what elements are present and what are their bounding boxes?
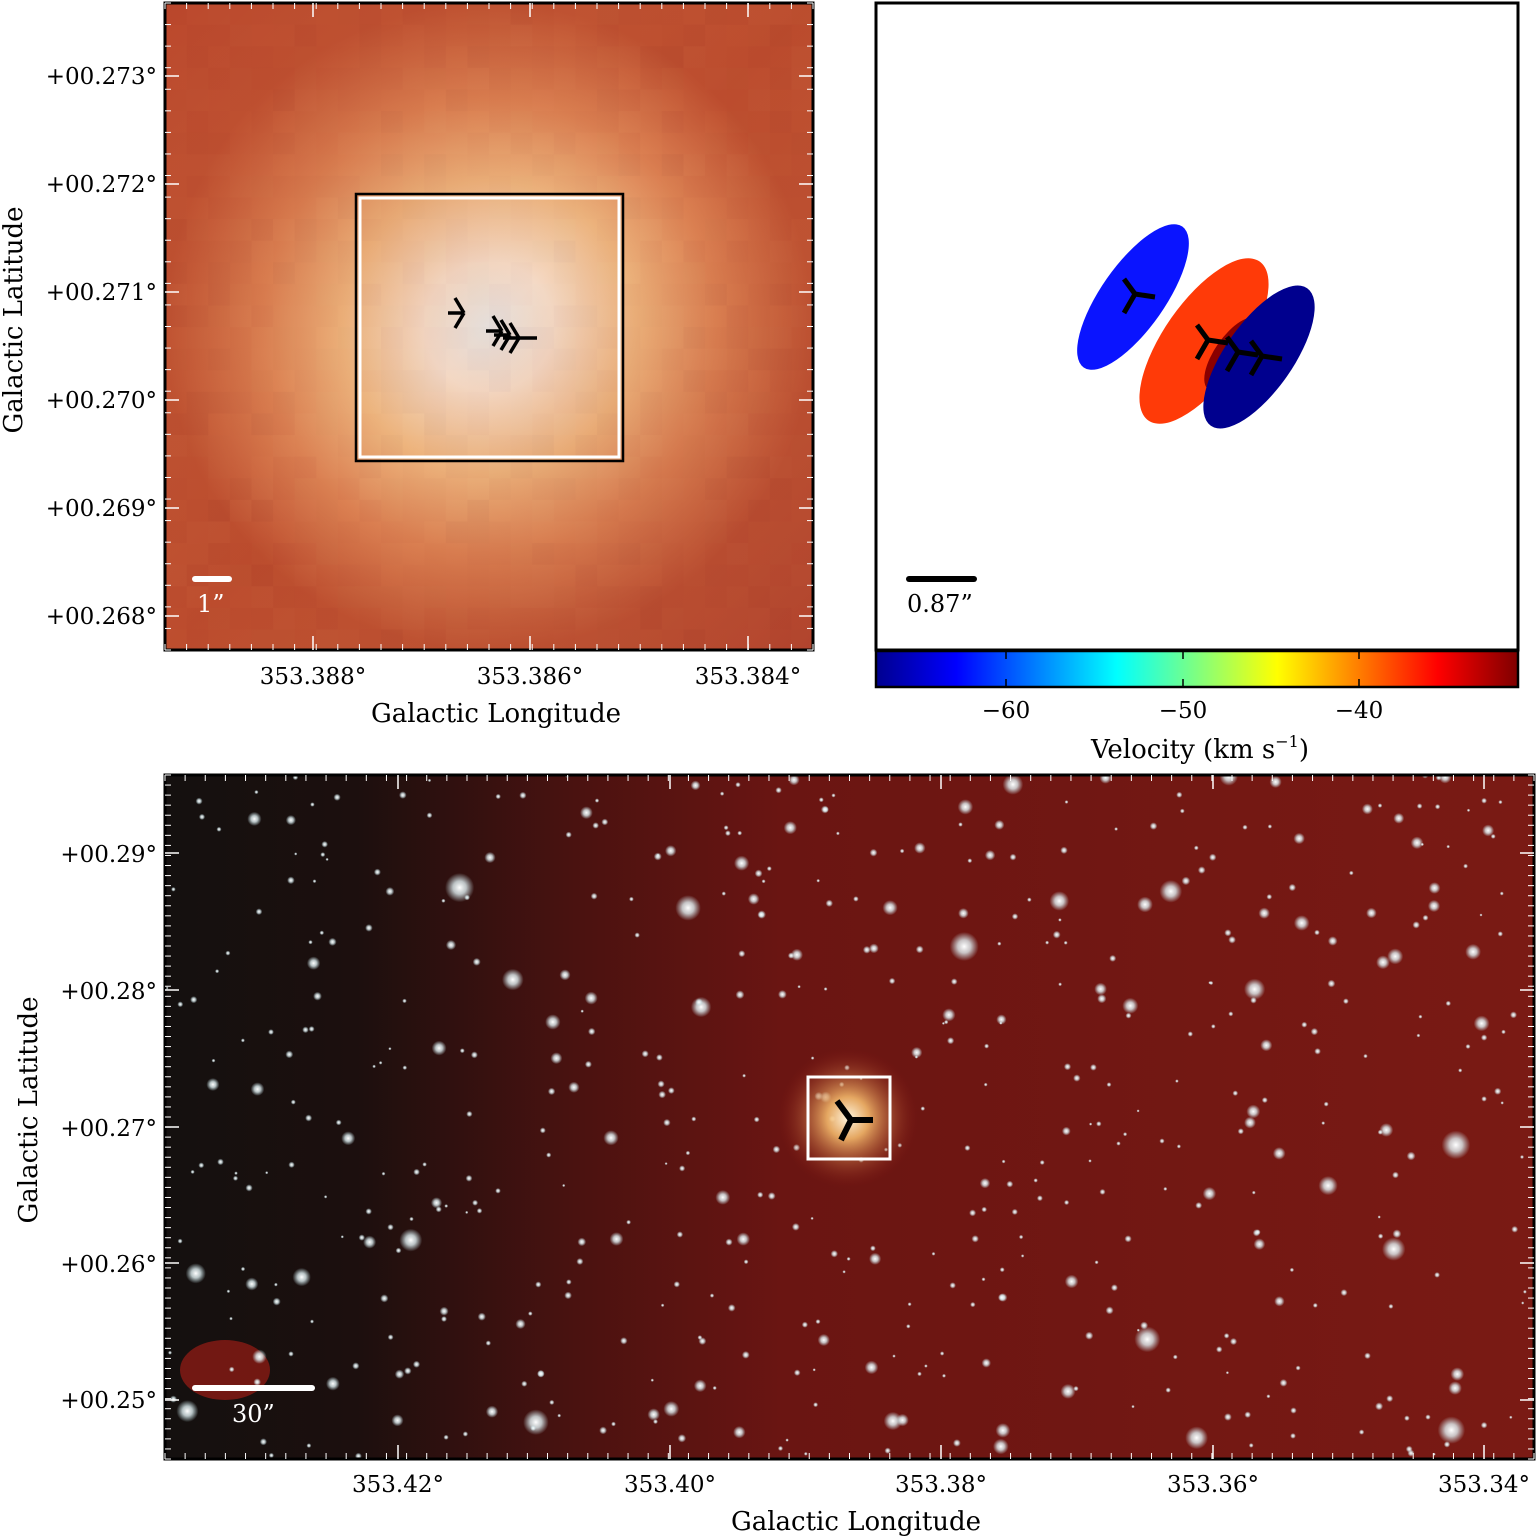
velocity-colorbar [874,649,1520,689]
colorbar-label-close: ) [1299,735,1309,765]
colorbar-label-main: Velocity (km s [1090,735,1275,765]
top-left-xlabel: Galactic Longitude [371,699,621,729]
xtick-label: 353.384° [695,664,802,690]
xtick-label: 353.36° [1167,1472,1259,1498]
ytick-label: +00.268° [46,604,157,630]
bottom-ylabel: Galactic Latitude [14,997,44,1224]
bottom-ticks [164,774,1535,1460]
top-left-ytick-labels: +00.273° +00.272° +00.271° +00.270° +00.… [46,64,157,630]
xtick-label: 353.42° [352,1472,444,1498]
top-left-ylabel: Galactic Latitude [0,207,29,434]
maser-marker-icon [1224,335,1259,373]
ytick-label: +00.273° [46,64,157,90]
aperture-box-inner [358,196,621,459]
ytick-label: +00.29° [60,842,157,868]
zoom-box [806,1075,892,1161]
aperture-box [354,192,625,463]
colorbar-tick-label: −40 [1335,698,1384,724]
bottom-xlabel: Galactic Longitude [731,1507,981,1537]
colorbar-label-sup: −1 [1275,732,1299,751]
xtick-label: 353.40° [624,1472,716,1498]
top-left-image [165,3,813,650]
xtick-label: 353.388° [260,664,367,690]
scale-bar-label: 0.87” [907,590,973,618]
scale-bar-30arcsec [192,1385,315,1391]
bottom-ytick-labels: +00.29° +00.28° +00.27° +00.26° +00.25° [60,842,157,1414]
ytick-label: +00.272° [46,172,157,198]
maser-marker-icon [503,322,521,354]
maser-markers [448,297,537,354]
panel-top-left: 1” +00.273° +00.272° +00.271° +00.270° +… [0,1,815,729]
panel-top-right: 0.87” −60 −50 −40 Velocity (km s−1) [874,1,1520,765]
ytick-label: +00.271° [46,280,157,306]
xtick-label: 353.38° [895,1472,987,1498]
ytick-label: +00.28° [60,979,157,1005]
maser-marker-icon [448,297,466,329]
maser-marker-icon [834,1099,873,1142]
scale-bar-087arcsec [906,576,977,582]
top-left-xtick-labels: 353.388° 353.386° 353.384° [260,664,802,690]
maser-spot-ellipse [1139,258,1269,424]
scale-bar-label: 30” [232,1400,275,1428]
maser-marker-icon [1248,339,1283,377]
top-left-ticks [164,2,814,651]
ytick-label: +00.270° [46,388,157,414]
maser-marker-icon [1194,323,1229,361]
colorbar-tick-label: −50 [1159,698,1208,724]
ytick-label: +00.26° [60,1252,157,1278]
ytick-label: +00.269° [46,496,157,522]
velocity-markers [1121,277,1283,377]
ytick-label: +00.27° [60,1116,157,1142]
scale-bar-label: 1” [197,590,225,618]
ytick-label: +00.25° [60,1388,157,1414]
colorbar-tick-label: −60 [982,698,1031,724]
scale-bar-1arcsec [192,576,232,582]
colorbar-label: Velocity (km s−1) [1090,732,1309,765]
panel-bottom: 30” +00.29° +00.28° +00.27° +00.26° +00.… [14,773,1536,1537]
bottom-xtick-labels: 353.42° 353.40° 353.38° 353.36° 353.34° [352,1472,1530,1498]
xtick-label: 353.386° [477,664,584,690]
colorbar-ticks [1005,651,1360,687]
maser-marker-icon [1121,277,1156,315]
xtick-label: 353.34° [1438,1472,1530,1498]
